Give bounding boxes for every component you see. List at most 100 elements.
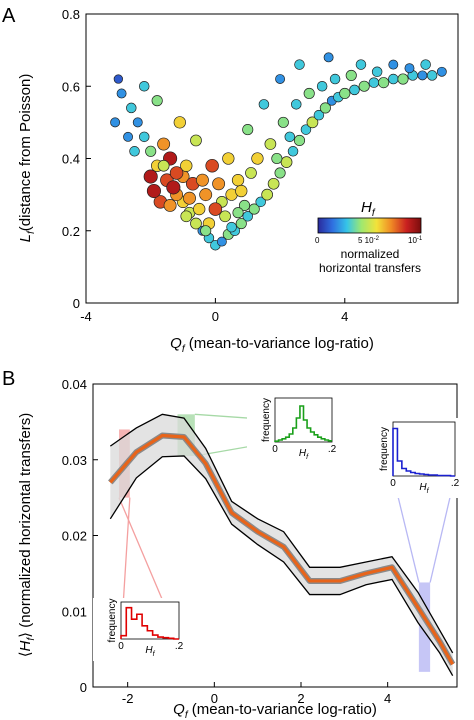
scatter-point xyxy=(358,80,370,92)
colorbar-caption-line2: horizontal transfers xyxy=(319,261,421,275)
inset-tick-1: .2 xyxy=(175,641,184,652)
scatter-point xyxy=(205,158,219,173)
scatter-point xyxy=(329,73,341,85)
inset-tick-1: .2 xyxy=(451,478,460,489)
scatter-point xyxy=(126,102,137,114)
scatter-point xyxy=(200,225,212,237)
panel-a-x-axis-label: Qf (mean-to-variance log-ratio) xyxy=(170,335,374,355)
colorbar-tick-mid: 5 10-2 xyxy=(358,236,380,245)
scatter-point xyxy=(138,80,150,92)
scatter-point xyxy=(420,59,431,70)
scatter-point xyxy=(190,134,202,147)
colorbar-title: Hf xyxy=(361,199,376,219)
scatter-point xyxy=(216,236,227,247)
scatter-point xyxy=(242,211,253,222)
upper-bound-line xyxy=(109,413,454,654)
scatter-point xyxy=(261,188,273,201)
panel-b-letter: B xyxy=(2,368,15,390)
scatter-point xyxy=(123,131,134,142)
scatter-point xyxy=(388,73,399,85)
colorbar-tick-0: 0 xyxy=(315,236,320,245)
panel-b-x-tick-label: -2 xyxy=(122,691,134,706)
colorbar-legend: Hf 0 5 10-2 10-1 normalized horizontal t… xyxy=(315,199,423,275)
scatter-point xyxy=(245,167,257,179)
inset-histogram-blue xyxy=(392,427,455,477)
scatter-point xyxy=(426,70,438,81)
scatter-point xyxy=(199,188,213,202)
inset-ylabel: frequency xyxy=(107,599,118,643)
scatter-point xyxy=(116,88,127,99)
panel-a: A -4 0 400.20.40.60.8 Hf 0 5 10-2 10-1 nor… xyxy=(2,5,459,355)
panel-a-x-tick-label: 4 xyxy=(341,309,348,324)
panel-b-x-axis-label: Qf (mean-to-variance log-ratio) xyxy=(173,701,377,720)
inset-histogram-green xyxy=(274,405,332,442)
inset-xlabel: Hf xyxy=(145,645,155,658)
scatter-point xyxy=(274,167,286,179)
scatter-point xyxy=(146,183,161,199)
scatter-point xyxy=(212,177,226,191)
panel-a-y-axis-label: Lf(distance from Poisson) xyxy=(17,74,37,243)
scatter-point xyxy=(138,131,150,143)
scatter-point xyxy=(242,124,254,136)
scatter-point xyxy=(151,95,163,107)
panel-a-scatter-points xyxy=(110,52,447,251)
scatter-point xyxy=(219,210,231,223)
panel-a-y-tick-label: 0.4 xyxy=(62,152,80,167)
scatter-point xyxy=(378,77,390,89)
scatter-point xyxy=(291,99,302,110)
panel-a-y-tick-label: 0.2 xyxy=(62,224,80,239)
scatter-point xyxy=(275,74,286,84)
scatter-point xyxy=(303,87,315,100)
scatter-point xyxy=(226,221,237,233)
scatter-point xyxy=(293,134,306,146)
scatter-point xyxy=(163,199,177,212)
scatter-point xyxy=(231,174,245,187)
panel-a-letter: A xyxy=(2,5,16,27)
scatter-point xyxy=(190,217,202,230)
scatter-point xyxy=(183,191,196,205)
panel-b-y-tick-label: 0 xyxy=(80,680,87,695)
scatter-point xyxy=(143,169,158,184)
scatter-point xyxy=(300,124,312,135)
scatter-point xyxy=(129,146,140,157)
panel-b-x-tick-label: 0 xyxy=(211,691,218,706)
scatter-point xyxy=(397,73,409,85)
panel-b-y-tick-label: 0.04 xyxy=(62,377,87,392)
scatter-point xyxy=(173,116,186,129)
panel-a-x-tick-label: -4 xyxy=(80,309,92,324)
scatter-point xyxy=(319,102,331,114)
scatter-point xyxy=(267,177,280,190)
scatter-point xyxy=(271,152,283,165)
scatter-point xyxy=(287,146,299,157)
panel-a-x-tick-label: 0 xyxy=(212,309,219,324)
scatter-point xyxy=(306,116,319,129)
inset-ylabel: frequency xyxy=(379,427,390,471)
scatter-point xyxy=(166,180,181,195)
scatter-point xyxy=(235,217,247,230)
scatter-point xyxy=(345,69,357,81)
panel-a-y-tick-label: 0.8 xyxy=(62,7,80,22)
scatter-point xyxy=(110,117,121,128)
scatter-point xyxy=(157,159,170,172)
scatter-point xyxy=(371,66,383,78)
scatter-point xyxy=(277,116,289,128)
scatter-point xyxy=(180,210,193,223)
panel-b-y-tick-label: 0.03 xyxy=(62,453,87,468)
inset-xlabel: Hf xyxy=(299,448,309,461)
colorbar-caption-line1: normalized xyxy=(341,247,400,261)
scatter-point xyxy=(355,59,367,70)
mean-line xyxy=(109,433,455,666)
scatter-point xyxy=(436,66,447,77)
colorbar-gradient xyxy=(317,217,422,234)
scatter-point xyxy=(388,59,399,70)
scatter-point xyxy=(258,99,270,110)
inset-tick-0: 0 xyxy=(390,478,396,489)
scatter-point xyxy=(264,138,277,150)
scatter-point xyxy=(193,202,206,216)
inset-xlabel: Hf xyxy=(419,482,429,495)
scatter-point xyxy=(208,202,223,216)
scatter-point xyxy=(313,109,325,121)
